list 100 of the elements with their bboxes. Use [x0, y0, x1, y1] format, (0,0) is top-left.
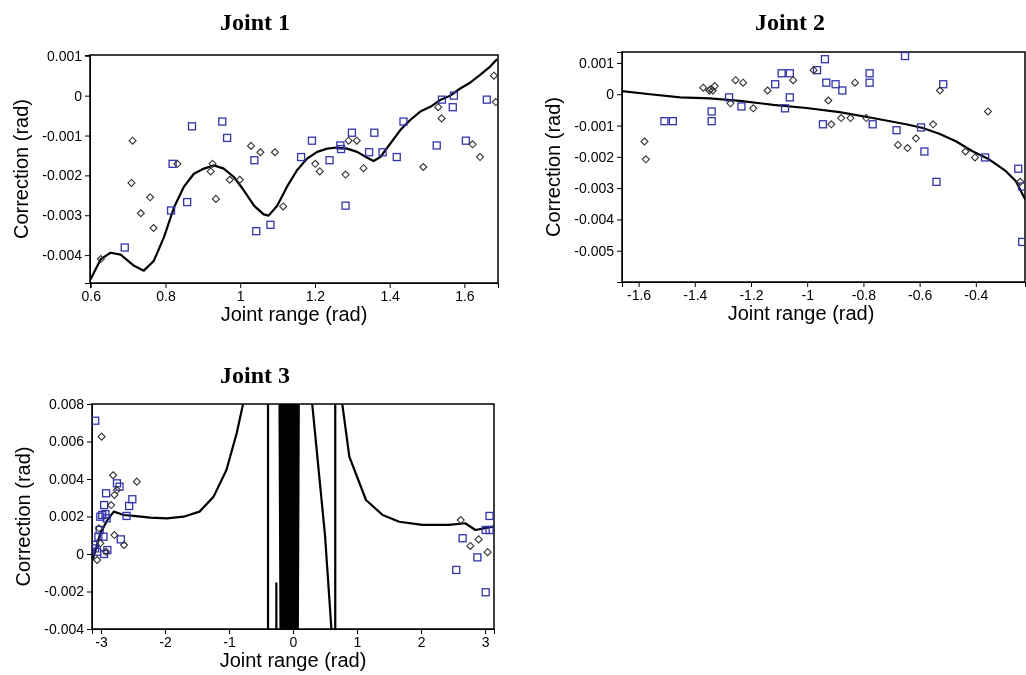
- point: [749, 104, 758, 113]
- point: [461, 136, 471, 145]
- point: [827, 120, 836, 129]
- x-tick-label: -3: [95, 633, 108, 650]
- point: [865, 78, 874, 87]
- point: [182, 197, 192, 207]
- point: [668, 117, 678, 126]
- point: [378, 148, 387, 157]
- x-tick-label: -2: [159, 633, 172, 650]
- point: [491, 97, 498, 107]
- point: [344, 136, 353, 145]
- x-tick-label: 1.2: [305, 287, 326, 304]
- point: [352, 136, 361, 145]
- point: [476, 152, 485, 162]
- point: [1016, 177, 1025, 186]
- y-tick-label: -0.002: [44, 583, 85, 600]
- y-tick-label: 0: [74, 87, 83, 104]
- point: [208, 159, 217, 168]
- point: [777, 69, 786, 78]
- point: [789, 76, 798, 85]
- point: [485, 511, 494, 521]
- x-tick-label: 1.4: [380, 287, 401, 304]
- point: [96, 539, 105, 548]
- point: [660, 117, 669, 126]
- point: [112, 479, 122, 488]
- point: [737, 102, 746, 111]
- point: [820, 55, 830, 64]
- point: [364, 148, 374, 157]
- point: [983, 107, 992, 116]
- y-tick-label: 0.001: [578, 54, 615, 71]
- x-tick-label: 0: [289, 633, 298, 650]
- point: [481, 588, 490, 597]
- y-tick-label: 0.008: [48, 395, 85, 412]
- x-tick-label: 0.8: [156, 287, 176, 304]
- x-axis-title: Joint range (rad): [219, 649, 367, 671]
- point: [279, 202, 288, 211]
- point: [449, 91, 459, 100]
- point: [128, 495, 137, 504]
- point: [739, 78, 748, 87]
- x-tick-label: 3: [481, 633, 490, 650]
- point: [437, 95, 447, 104]
- point: [818, 120, 828, 129]
- point: [218, 117, 227, 126]
- point: [119, 540, 129, 550]
- point: [780, 104, 790, 113]
- point: [641, 155, 650, 164]
- y-tick-label: 0.004: [48, 470, 85, 487]
- point: [341, 170, 350, 179]
- point: [399, 117, 408, 126]
- point: [266, 220, 275, 229]
- point: [916, 123, 926, 132]
- point: [341, 201, 350, 210]
- point: [939, 80, 948, 89]
- point: [336, 141, 345, 150]
- point: [1018, 237, 1025, 247]
- y-tick-label: -0.001: [574, 117, 615, 134]
- point: [211, 194, 220, 203]
- point: [846, 113, 855, 123]
- point: [347, 128, 357, 137]
- point: [824, 96, 833, 105]
- point: [93, 555, 102, 565]
- point: [837, 113, 846, 123]
- point: [961, 147, 970, 156]
- point: [640, 137, 649, 146]
- point: [483, 548, 492, 557]
- y-tick-label: -0.003: [574, 180, 615, 197]
- point: [206, 167, 215, 176]
- point: [235, 175, 244, 184]
- y-axis-title: Correction (rad): [10, 98, 32, 240]
- point: [127, 178, 136, 187]
- point: [485, 525, 494, 535]
- x-tick-label: -0.4: [964, 286, 989, 303]
- x-tick-label: -0.6: [908, 286, 933, 303]
- point: [468, 140, 477, 149]
- point: [932, 177, 941, 187]
- point: [146, 193, 155, 202]
- point: [893, 140, 903, 149]
- x-tick-label: -0.8: [851, 286, 877, 303]
- x-tick-label: -1.2: [739, 286, 764, 303]
- point: [370, 128, 379, 137]
- point: [109, 471, 118, 480]
- point: [707, 107, 716, 116]
- chart-title: Joint 3: [219, 362, 291, 388]
- y-tick-label: 0: [76, 545, 85, 562]
- y-tick-label: 0.002: [48, 508, 85, 525]
- x-tick-label: 2: [417, 633, 426, 650]
- point: [128, 136, 137, 145]
- point: [489, 71, 498, 80]
- point: [112, 486, 122, 495]
- point: [97, 432, 106, 441]
- point: [699, 83, 708, 92]
- point: [707, 117, 716, 126]
- point: [419, 162, 428, 172]
- point: [482, 95, 491, 104]
- y-tick-label: 0.001: [46, 47, 83, 64]
- point: [481, 525, 490, 535]
- point: [94, 532, 103, 541]
- point: [100, 500, 109, 510]
- y-tick-label: -0.004: [574, 211, 615, 228]
- point: [892, 126, 901, 135]
